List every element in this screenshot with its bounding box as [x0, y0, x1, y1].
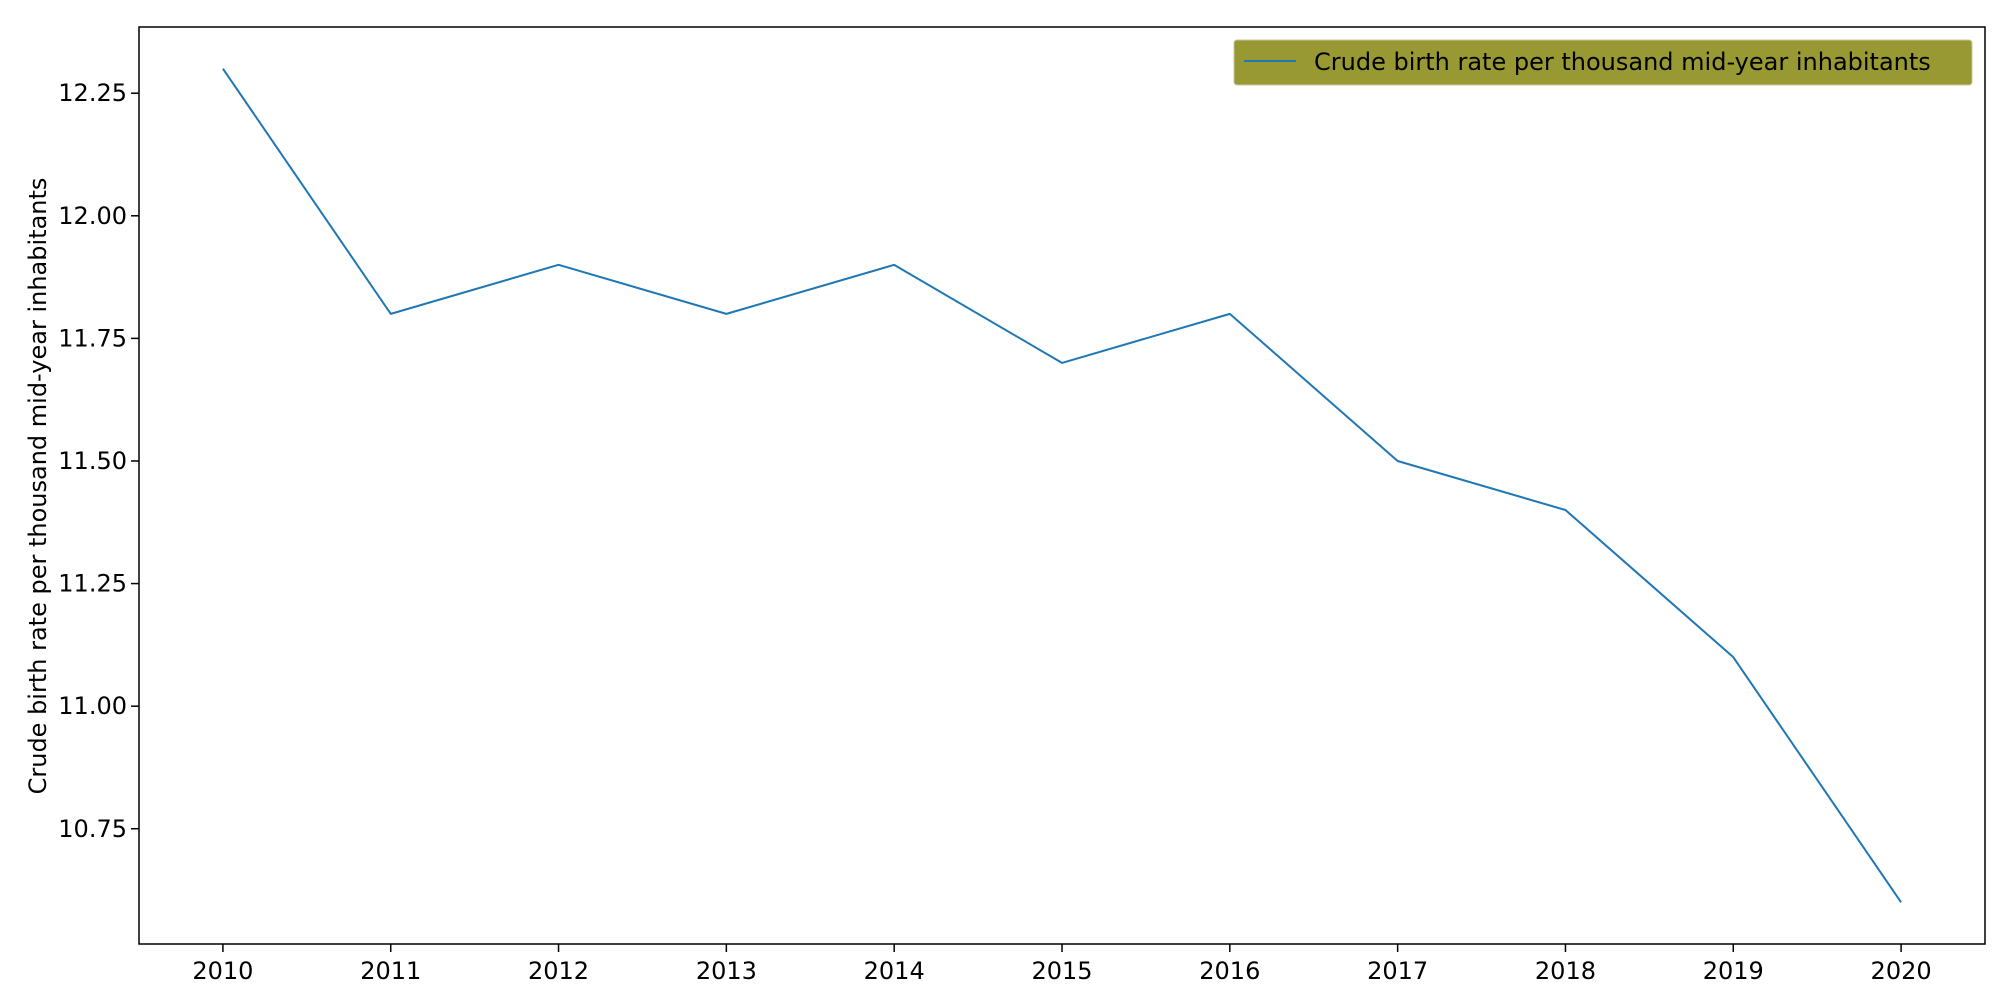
- y-tick-label: 12.00: [58, 202, 127, 230]
- y-axis: 10.75 11.00 11.25 11.50 11.75 12.00 12.25: [58, 79, 139, 843]
- x-tick-label: 2019: [1703, 957, 1764, 985]
- y-axis-label: Crude birth rate per thousand mid-year i…: [24, 178, 52, 795]
- x-tick-label: 2012: [528, 957, 589, 985]
- x-tick-label: 2015: [1031, 957, 1092, 985]
- x-tick-label: 2018: [1535, 957, 1596, 985]
- plot-area: [138, 26, 1986, 945]
- y-tick-label: 10.75: [58, 815, 127, 843]
- x-tick-label: 2020: [1871, 957, 1932, 985]
- legend-entry-label: Crude birth rate per thousand mid-year i…: [1314, 48, 1931, 76]
- series-layer: [222, 68, 1902, 903]
- legend: Crude birth rate per thousand mid-year i…: [1233, 39, 1973, 86]
- legend-box: [1233, 39, 1973, 86]
- y-tick-label: 11.00: [58, 692, 127, 720]
- y-tick-label: 11.50: [58, 447, 127, 475]
- x-tick-label: 2013: [696, 957, 757, 985]
- x-tick-label: 2017: [1367, 957, 1428, 985]
- x-tick-label: 2011: [360, 957, 421, 985]
- x-tick-label: 2016: [1199, 957, 1260, 985]
- x-axis: 2010 2011 2012 2013 2014 2015 2016 2017 2018 2019…: [192, 944, 1932, 985]
- y-tick-label: 12.25: [58, 79, 127, 107]
- y-tick-label: 11.25: [58, 570, 127, 598]
- x-tick-label: 2014: [864, 957, 925, 985]
- y-tick-label: 11.75: [58, 324, 127, 352]
- x-tick-label: 2010: [192, 957, 253, 985]
